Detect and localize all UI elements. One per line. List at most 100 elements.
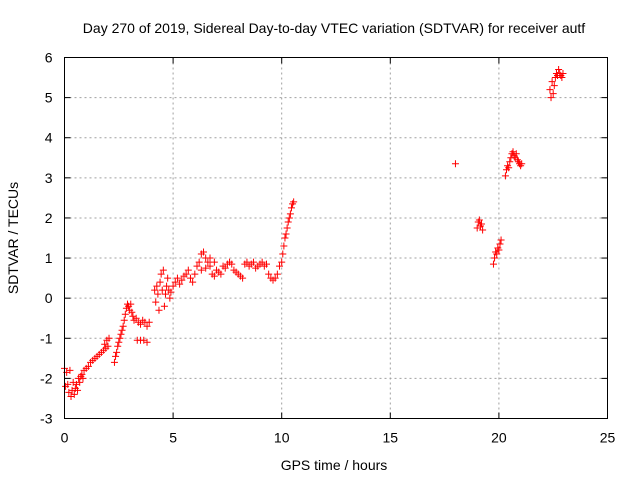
data-point	[167, 288, 175, 296]
data-point	[163, 282, 171, 290]
x-tick-label: 15	[383, 430, 399, 446]
data-point	[66, 366, 74, 374]
data-point	[501, 172, 509, 180]
data-point	[493, 250, 501, 258]
data-point	[228, 260, 236, 268]
data-point	[154, 290, 162, 298]
data-point	[496, 240, 504, 248]
x-axis-label: GPS time / hours	[281, 457, 388, 473]
data-point	[160, 302, 168, 310]
data-point	[197, 266, 205, 274]
data-point	[171, 278, 179, 286]
data-point	[451, 160, 459, 168]
data-point	[258, 258, 266, 266]
data-point	[262, 260, 270, 268]
data-point	[169, 282, 177, 290]
data-point	[221, 264, 229, 272]
y-tick-label: 4	[45, 130, 53, 146]
data-point	[132, 314, 140, 322]
data-point	[202, 264, 210, 272]
data-point	[518, 160, 526, 168]
data-point	[173, 274, 181, 282]
data-point	[489, 260, 497, 268]
data-point	[278, 258, 286, 266]
data-point	[105, 334, 113, 342]
data-point	[178, 276, 186, 284]
data-point	[217, 270, 225, 278]
data-point	[283, 224, 291, 232]
x-tick-label: 25	[600, 430, 616, 446]
data-point	[282, 230, 290, 238]
data-point	[200, 248, 208, 256]
x-tick-label: 20	[491, 430, 507, 446]
data-point	[284, 218, 292, 226]
data-point	[182, 270, 190, 278]
data-point	[204, 258, 212, 266]
data-point	[186, 274, 194, 282]
data-point	[195, 258, 203, 266]
data-point	[116, 334, 124, 342]
y-tick-label: -3	[40, 411, 53, 427]
y-tick-label: 0	[45, 290, 53, 306]
data-point	[74, 386, 82, 394]
data-point	[495, 246, 503, 254]
data-point	[478, 220, 486, 228]
data-point	[506, 158, 514, 166]
data-point	[70, 390, 78, 398]
data-point	[76, 378, 84, 386]
data-point	[158, 286, 166, 294]
data-point	[145, 318, 153, 326]
data-point	[193, 262, 201, 270]
y-tick-label: 6	[45, 50, 53, 66]
data-marks	[61, 66, 567, 400]
data-point	[475, 216, 483, 224]
data-point	[161, 290, 169, 298]
data-point	[558, 74, 566, 82]
data-point	[84, 362, 92, 370]
data-point	[206, 262, 214, 270]
data-point	[286, 210, 294, 218]
axis-ticks: 0 5 10 15 20 25 -3 -2 -1 0 1 2 3 4 5 6	[40, 50, 615, 446]
grid	[64, 57, 608, 419]
data-point	[184, 266, 192, 274]
data-point	[239, 274, 247, 282]
y-tick-label: -1	[40, 330, 53, 346]
data-point	[273, 270, 281, 278]
data-point	[153, 282, 161, 290]
data-point	[113, 348, 121, 356]
data-point	[549, 90, 557, 98]
data-point	[210, 272, 218, 280]
data-point	[285, 214, 293, 222]
data-point	[166, 294, 174, 302]
data-point	[191, 270, 199, 278]
data-point	[117, 330, 125, 338]
data-point	[548, 78, 556, 86]
y-axis-label: SDTVAR / TECUs	[5, 182, 21, 294]
data-point	[101, 340, 109, 348]
data-point	[156, 278, 164, 286]
y-tick-label: -2	[40, 370, 53, 386]
data-point	[559, 70, 567, 78]
x-tick-label: 5	[169, 430, 177, 446]
data-point	[128, 308, 136, 316]
data-point	[127, 300, 135, 308]
data-point	[555, 66, 563, 74]
data-point	[120, 316, 128, 324]
data-point	[176, 280, 184, 288]
data-point	[279, 250, 287, 258]
data-point	[143, 338, 151, 346]
data-point	[189, 278, 197, 286]
data-point	[155, 306, 163, 314]
y-tick-label: 3	[45, 170, 53, 186]
data-point	[164, 274, 172, 282]
data-point	[206, 254, 214, 262]
chart-title: Day 270 of 2019, Sidereal Day-to-day VTE…	[83, 20, 586, 36]
data-point	[550, 82, 558, 90]
data-point	[159, 266, 167, 274]
data-point	[546, 86, 554, 94]
data-point	[78, 370, 86, 378]
data-point	[152, 298, 160, 306]
y-tick-label: 1	[45, 250, 53, 266]
x-tick-label: 10	[274, 430, 290, 446]
